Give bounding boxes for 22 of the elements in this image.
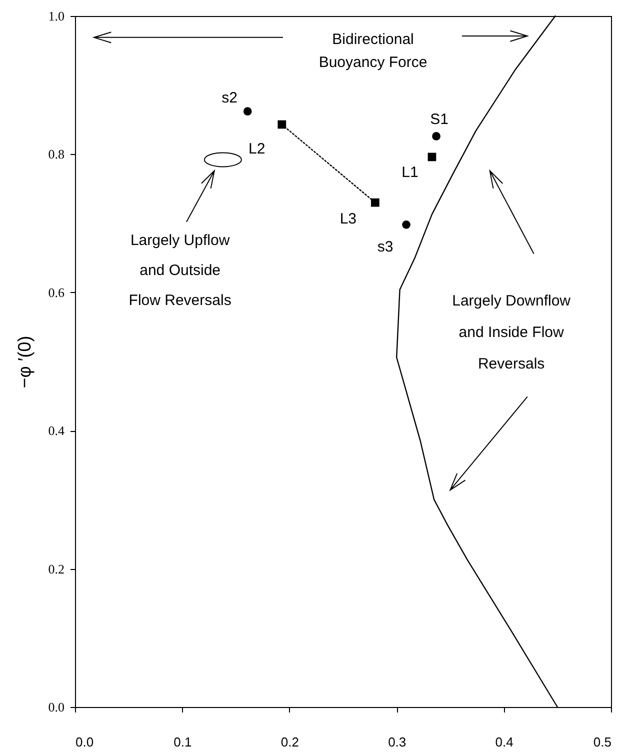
annotation: Bidirectional Buoyancy Force: [318, 30, 428, 71]
x-tick-label: 0.1: [174, 734, 192, 750]
x-tick-label: 0.5: [593, 734, 612, 750]
y-tick-label: 0.6: [48, 284, 65, 300]
x-tick-label: 0.2: [280, 734, 299, 750]
annotation: L1: [402, 164, 418, 181]
x-tick-label: 0.3: [388, 734, 406, 750]
annotation: L3: [340, 210, 357, 228]
x-tick-label: 0.4: [495, 734, 514, 750]
y-tick-label: 0.2: [48, 561, 64, 576]
annotation: S1: [430, 111, 448, 128]
annotation: s3: [377, 238, 394, 256]
y-tick-label: 0.8: [48, 146, 64, 162]
y-tick-label: 0.0: [48, 700, 64, 714]
annotation: Largely Upflow and Outside Flow Reversals: [128, 232, 232, 309]
y-axis-title: −φ ′(0): [14, 336, 34, 388]
y-tick-label: 0.4: [48, 423, 65, 438]
y-tick-label: 1.0: [48, 8, 64, 24]
annotation: L2: [248, 140, 266, 158]
annotation: s2: [222, 89, 238, 106]
x-tick-label: 0.0: [76, 734, 94, 750]
annotation: Largely Downflow and Inside Flow Reversals: [452, 292, 571, 373]
